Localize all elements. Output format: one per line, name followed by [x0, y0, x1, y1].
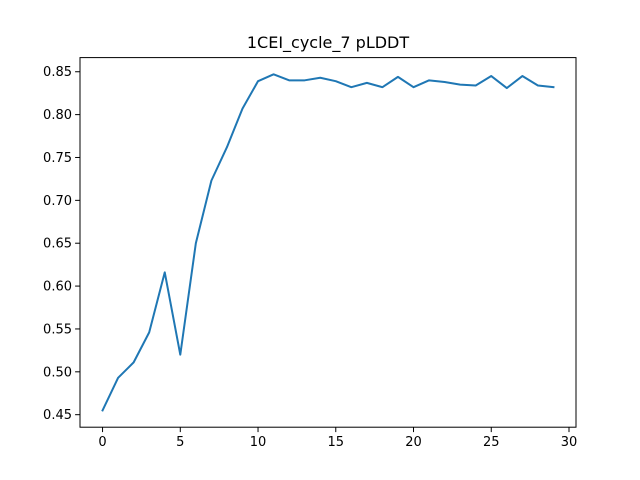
series-layer	[101, 73, 555, 412]
series-line	[101, 73, 555, 412]
y-tick-label: 0.60	[43, 280, 72, 295]
x-tick-label: 10	[250, 435, 267, 450]
x-tick-label: 30	[561, 435, 578, 450]
x-tick-label: 5	[176, 435, 184, 450]
axes-frame	[79, 57, 577, 428]
x-tick-label: 20	[405, 435, 422, 450]
chart-title: 1CEI_cycle_7 pLDDT	[247, 33, 410, 53]
x-tick-label: 0	[98, 435, 106, 450]
y-tick-label: 0.65	[43, 237, 72, 252]
ticks-layer: 0 5 10 15 20 25 30 0.45 0.50 0.55 0.60 0.65 0.70 0.75…	[43, 65, 577, 450]
y-tick-label: 0.70	[43, 194, 72, 209]
y-tick-label: 0.45	[43, 408, 72, 423]
y-tick-label: 0.50	[43, 365, 72, 380]
y-tick-label: 0.80	[43, 108, 72, 123]
x-tick-label: 25	[483, 435, 500, 450]
y-tick-label: 0.55	[43, 322, 72, 337]
x-tick-label: 15	[328, 435, 345, 450]
y-tick-label: 0.75	[43, 151, 72, 166]
y-tick-label: 0.85	[43, 65, 72, 80]
